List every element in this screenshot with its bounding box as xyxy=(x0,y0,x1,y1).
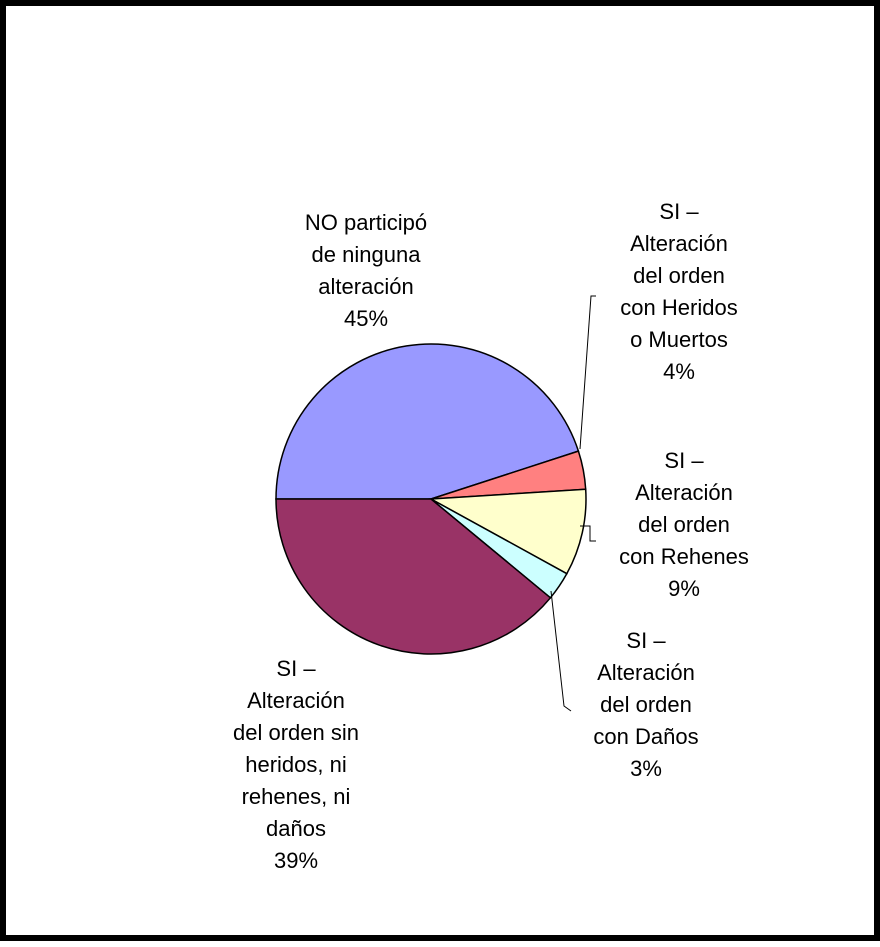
slice-label-line: SI – xyxy=(276,656,316,681)
slice-label-line: con Rehenes xyxy=(619,544,749,569)
slice-label-line: del orden xyxy=(638,512,730,537)
pie-slice-3 xyxy=(428,488,587,575)
slice-label-line: de ninguna xyxy=(312,242,422,267)
pie-slices xyxy=(275,343,587,655)
slice-label-line: con Heridos xyxy=(620,295,737,320)
slice-label-line: Alteración xyxy=(630,231,728,256)
slice-label-line: SI – xyxy=(664,448,704,473)
slice-label-line: alteración xyxy=(318,274,413,299)
slice-label-line: SI – xyxy=(626,628,666,653)
slice-label-line: del orden sin xyxy=(233,720,359,745)
slice-label-line: heridos, ni xyxy=(245,752,347,777)
slice-percent-label: 3% xyxy=(630,756,662,781)
slice-percent-label: 39% xyxy=(274,848,318,873)
slice-label-4: SI – Alteración del orden con Daños 3% xyxy=(593,628,698,781)
leader-lines xyxy=(550,295,596,712)
pie-slice-5 xyxy=(275,498,552,655)
slice-label-line: con Daños xyxy=(593,724,698,749)
slice-label-line: rehenes, ni xyxy=(242,784,351,809)
slice-label-1: NO participó de ninguna alteración 45% xyxy=(305,210,427,331)
slice-label-line: o Muertos xyxy=(630,327,728,352)
leader-line-4 xyxy=(550,590,572,712)
slice-label-line: del orden xyxy=(633,263,725,288)
leader-line-3 xyxy=(580,525,596,542)
slice-label-2: SI – Alteración del orden con Heridos o Muer… xyxy=(620,199,737,384)
slice-label-line: daños xyxy=(266,816,326,841)
slice-label-line: NO participó xyxy=(305,210,427,235)
slice-labels: NO participó de ninguna alteración 45% SI – A… xyxy=(233,199,749,873)
slice-label-line: Alteración xyxy=(597,660,695,685)
slice-label-line: del orden xyxy=(600,692,692,717)
slice-percent-label: 9% xyxy=(668,576,700,601)
slice-label-line: Alteración xyxy=(247,688,345,713)
slice-label-line: SI – xyxy=(659,199,699,224)
pie-slice-1 xyxy=(275,343,580,500)
pie-chart: NO participó de ninguna alteración 45% SI – A… xyxy=(233,199,749,873)
slice-percent-label: 4% xyxy=(663,359,695,384)
slice-percent-label: 45% xyxy=(344,306,388,331)
slice-label-3: SI – Alteración del orden con Rehenes 9% xyxy=(619,448,749,601)
leader-line-2 xyxy=(579,295,596,450)
slice-label-5: SI – Alteración del orden sin heridos, ni re… xyxy=(233,656,359,873)
slice-label-line: Alteración xyxy=(635,480,733,505)
